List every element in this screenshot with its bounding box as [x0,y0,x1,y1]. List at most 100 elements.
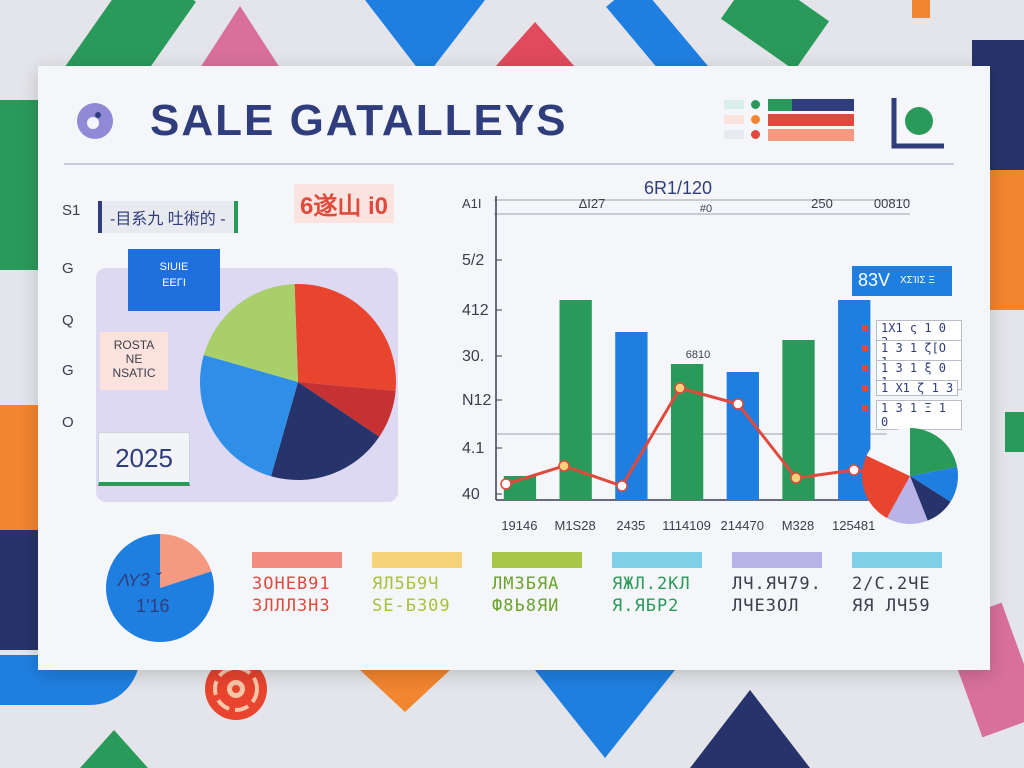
stat-column: ЯЖЛ.2КЛ Я.ЯБР2 [612,552,702,616]
legend-list: 1Χ1 ς 1 0 31 3 1 ζ[Ο 11 3 1 ξ 0 11 Χ1 ζ … [862,320,962,430]
stat-line: ЗОНЕВ91 [252,574,331,594]
bg-shape [200,6,280,68]
info-card-line: ΕΕΓΙ [162,277,186,289]
stat-color-bar [732,552,822,568]
x-tick-label: 214470 [721,518,764,533]
stat-line: ЯЖЛ.2КЛ [612,574,691,594]
bg-shape [0,405,38,535]
stat-line: Ф8Ь8ЯИ [492,596,560,616]
trend-point [732,398,744,410]
year-card: 2025 [98,432,190,486]
top-label: 00810 [874,196,910,211]
y-tick-label: 5/2 [462,252,484,269]
value-badge: 6遂山 i0 [294,184,395,223]
stat-line: ЛМЗБЯА [492,574,560,594]
bg-shape [690,690,810,768]
chart-title: 6R1/120 [644,178,712,198]
top-label: ΔΙ27 [579,196,606,211]
side-letter: O [62,414,74,431]
legend-item-label: 1 3 1 Ξ 1 0 [876,400,962,430]
stat-line: Я.ЯБР2 [612,596,680,616]
side-letter: G [62,260,74,277]
bg-shape [365,0,485,78]
trend-point [674,382,686,394]
trend-point [790,472,802,484]
top-label: Α1Ι [462,196,482,211]
legend-swatch-group [724,98,858,144]
page-title: SALE GATALLEYS [150,96,568,145]
legend-item: 1 3 1 Ξ 1 0 [862,400,962,430]
chart-annotation: 6810 [686,349,710,361]
summary-label: ΛΥ3 ˇ [118,570,161,590]
side-letter: G [62,362,74,379]
bg-shape [495,22,575,67]
summary-pie-slice-1 [106,534,214,642]
x-tick-label: M1S28 [555,518,596,533]
summary-pie-slice-0 [160,534,212,588]
secondary-pie-slice-4 [862,455,910,519]
note-card: ROSTA NE NSATIC [100,332,168,390]
main-pie-chart [200,284,396,480]
secondary-pie-chart [862,428,958,524]
y-tick-label: N12 [462,392,491,409]
note-line: NSATIC [112,366,156,380]
x-tick-label: 2435 [616,518,645,533]
stat-column: ЛМЗБЯА Ф8Ь8ЯИ [492,552,582,616]
stat-color-bar [372,552,462,568]
top-label: 250 [811,196,833,211]
side-letter: S1 [62,202,81,219]
stat-color-bar [492,552,582,568]
legend-item: 1Χ1 ς 1 0 3 [862,320,962,350]
dashboard-card: SALE GATALLEYS S1 G Q G O -目系九 吐術的 - 6遂山… [38,66,990,670]
note-line: NE [125,352,143,366]
main-pie-slice-2 [270,382,380,480]
note-line: ROSTA [113,338,155,352]
bg-shape [80,730,148,768]
x-tick-label: 1114109 [662,518,711,533]
stat-line: ЗЛЛЛЗНЗ [252,596,331,616]
main-pie-slice-1 [298,382,396,437]
bar-line-chart: 6R1/120 #0 Α1Ι ΔΙ27 250 00810 5/2 412 30. N12 4.1 4… [462,178,916,533]
bg-shape [0,100,38,270]
chart-subtitle: #0 [700,203,712,215]
secondary-pie-slice-1 [910,467,958,502]
x-tick-label: 19146 [501,518,537,533]
info-card-line: SIUIE [159,261,189,273]
info-card: SIUIE ΕΕΓΙ [128,249,220,311]
legend-item-label: 1 Χ1 ζ 1 3 [876,380,959,396]
bg-shape [0,530,38,650]
main-pie-slice-4 [203,284,298,382]
chart-frame-icon [891,98,944,149]
secondary-pie-slice-3 [886,476,928,524]
legend-badge: 83V ΧΣΊΙΣ Ξ [852,266,952,296]
trend-point [848,464,860,476]
trend-point [500,478,512,490]
legend-item: 1 3 1 ξ 0 1 [862,360,962,390]
stat-line: ЛЧ.ЯЧ79. [732,574,822,594]
trend-point [616,480,628,492]
bg-shape [535,670,675,758]
bg-shape [720,0,830,71]
bg-shape [912,0,930,18]
stat-line: ЛЧЕЗОЛ [732,596,800,616]
bg-shape [990,170,1024,310]
x-tick-label: 125481 [832,518,875,533]
target-icon [205,658,267,720]
main-pie-slice-0 [294,284,396,391]
bar-214470 [726,372,759,500]
stat-column: 2/С.2ЧЕ ЯЯ ЛЧ59 [852,552,942,616]
stat-line: ЯЛ5Б9Ч [372,574,440,594]
trend-point [558,460,570,472]
legend-item: 1 Χ1 ζ 1 3 [862,380,962,400]
stat-color-bar [612,552,702,568]
side-letter: Q [62,312,74,329]
stat-column: ЛЧ.ЯЧ79. ЛЧЕЗОЛ [732,552,822,616]
x-tick-label: M328 [782,518,815,533]
bar-2435 [615,332,648,500]
legend-marker [862,385,868,391]
bg-shape [1005,412,1024,452]
legend-badge-value: 83V [858,270,891,290]
stat-line: ЯЯ ЛЧ59 [852,596,931,616]
stat-line: 2/С.2ЧЕ [852,574,931,594]
dashboard-logo-icon [77,103,113,139]
